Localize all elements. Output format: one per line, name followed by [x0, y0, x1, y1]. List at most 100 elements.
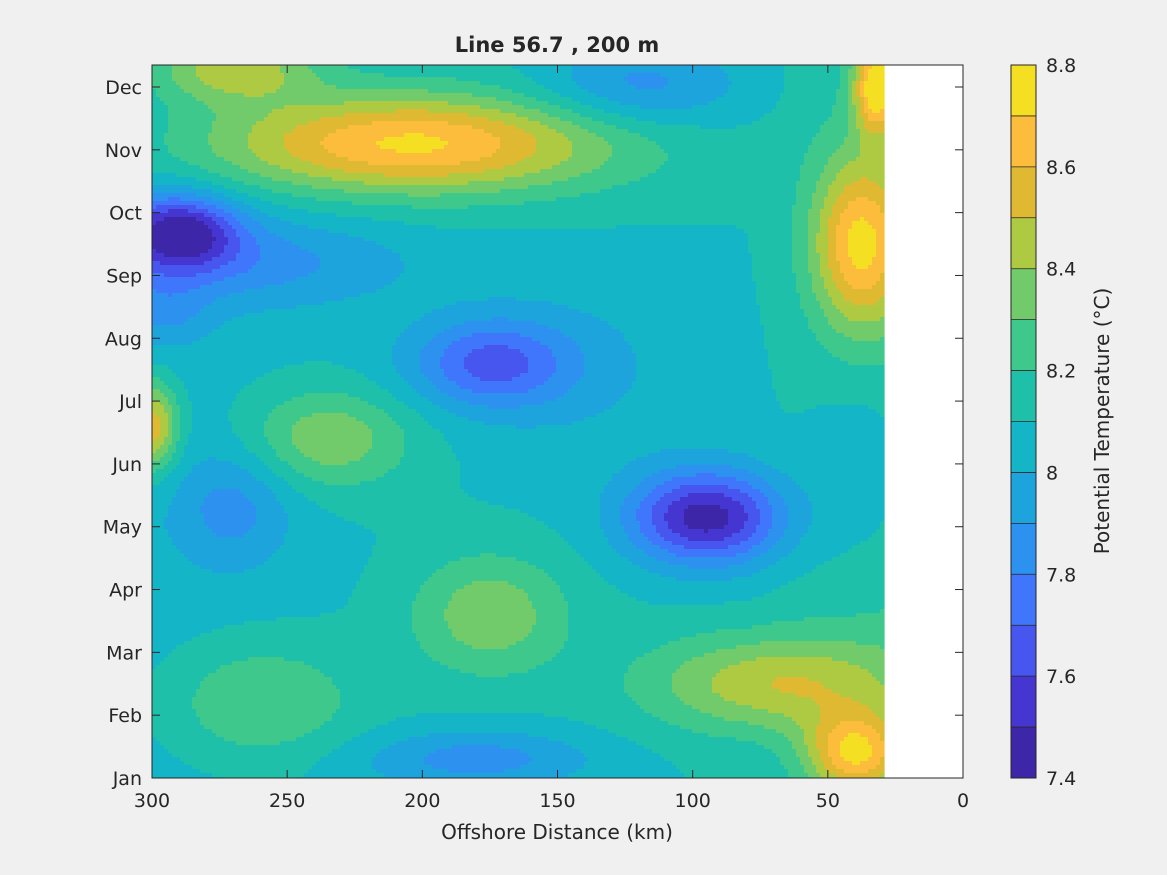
contour-cell [836, 141, 841, 146]
contour-cell [456, 85, 461, 90]
contour-cell [408, 69, 413, 74]
contour-cell [812, 137, 817, 142]
contour-cell [376, 157, 381, 162]
contour-cell [532, 69, 537, 74]
contour-cell [304, 109, 309, 114]
contour-cell [216, 141, 221, 146]
contour-cell [856, 69, 861, 74]
contour-cell [776, 169, 781, 174]
contour-cell [408, 165, 413, 170]
contour-cell [780, 153, 785, 158]
contour-cell [436, 89, 441, 94]
contour-cell [652, 113, 657, 118]
contour-cell [848, 157, 853, 162]
contour-cell [280, 165, 285, 170]
contour-cell [836, 101, 841, 106]
contour-cell [216, 81, 221, 86]
contour-cell [768, 109, 773, 114]
contour-cell [484, 77, 489, 82]
contour-cell [768, 137, 773, 142]
contour-cell [436, 153, 441, 158]
contour-cell [228, 77, 233, 82]
contour-cell [588, 65, 593, 70]
contour-cell [476, 65, 481, 70]
contour-cell [192, 121, 197, 126]
contour-cell [256, 113, 261, 118]
contour-cell [452, 165, 457, 170]
contour-cell [828, 141, 833, 146]
contour-cell [160, 81, 165, 86]
contour-cell [612, 113, 617, 118]
contour-cell [328, 69, 333, 74]
contour-cell [400, 73, 405, 78]
contour-cell [644, 93, 649, 98]
contour-cell [328, 165, 333, 170]
contour-cell [676, 117, 681, 122]
contour-cell [584, 157, 589, 162]
contour-cell [152, 93, 157, 98]
contour-cell [368, 165, 373, 170]
contour-cell [284, 97, 289, 102]
contour-cell [564, 85, 569, 90]
contour-cell [304, 113, 309, 118]
contour-cell [344, 141, 349, 146]
contour-cell [800, 81, 805, 86]
contour-cell [300, 145, 305, 150]
contour-cell [832, 165, 837, 170]
contour-cell [776, 165, 781, 170]
contour-cell [180, 153, 185, 158]
contour-cell [816, 77, 821, 82]
contour-cell [744, 145, 749, 150]
contour-cell [284, 85, 289, 90]
contour-cell [868, 109, 873, 114]
contour-cell [692, 109, 697, 114]
contour-cell [536, 77, 541, 82]
contour-cell [428, 157, 433, 162]
contour-cell [280, 85, 285, 90]
contour-cell [748, 97, 753, 102]
contour-cell [680, 65, 685, 70]
contour-cell [296, 169, 301, 174]
contour-cell [420, 169, 425, 174]
contour-cell [660, 101, 665, 106]
contour-cell [256, 141, 261, 146]
contour-cell [652, 149, 657, 154]
contour-cell [604, 141, 609, 146]
contour-cell [440, 125, 445, 130]
contour-cell [548, 161, 553, 166]
contour-cell [380, 69, 385, 74]
contour-cell [844, 77, 849, 82]
contour-cell [312, 153, 317, 158]
contour-cell [576, 161, 581, 166]
contour-cell [252, 85, 257, 90]
contour-cell [444, 65, 449, 70]
contour-cell [348, 77, 353, 82]
contour-cell [768, 117, 773, 122]
contour-cell [168, 89, 173, 94]
contour-cell [864, 161, 869, 166]
contour-cell [840, 129, 845, 134]
contour-cell [160, 137, 165, 142]
contour-cell [880, 85, 885, 90]
contour-cell [680, 85, 685, 90]
contour-cell [644, 161, 649, 166]
contour-cell [800, 93, 805, 98]
contour-cell [764, 97, 769, 102]
contour-cell [676, 149, 681, 154]
contour-cell [564, 153, 569, 158]
contour-cell [656, 133, 661, 138]
contour-cell [272, 125, 277, 130]
contour-cell [816, 85, 821, 90]
contour-cell [576, 117, 581, 122]
contour-cell [176, 93, 181, 98]
contour-cell [608, 161, 613, 166]
contour-cell [276, 85, 281, 90]
contour-cell [268, 97, 273, 102]
contour-cell [464, 105, 469, 110]
contour-cell [636, 125, 641, 130]
contour-cell [184, 77, 189, 82]
contour-cell [288, 169, 293, 174]
contour-cell [600, 157, 605, 162]
contour-cell [544, 93, 549, 98]
contour-cell [736, 133, 741, 138]
